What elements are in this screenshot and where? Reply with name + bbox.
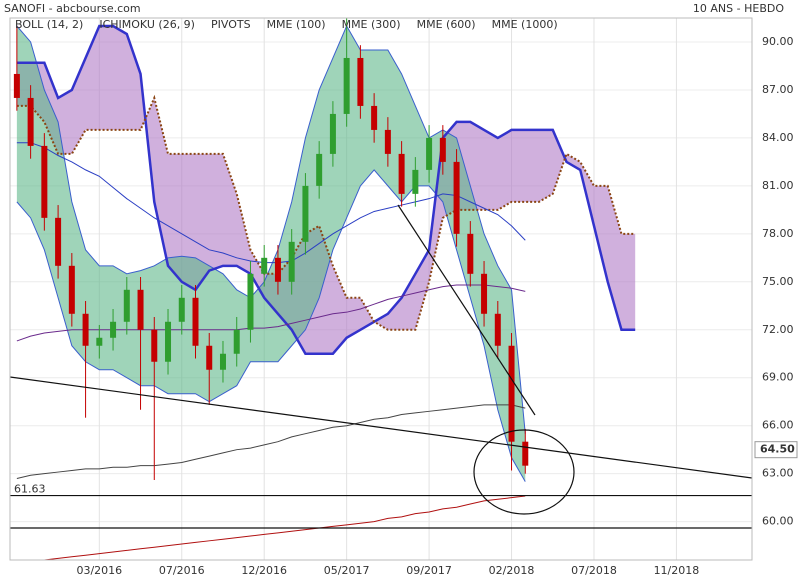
candle-body [96,337,103,346]
y-tick-label: 72.00 [762,323,794,336]
candle-body [412,169,419,194]
bollinger-upper [16,24,526,434]
candle-body [165,321,172,362]
candle-body [481,273,488,314]
ichimoku-span-a [16,24,636,356]
candle-body [137,289,144,330]
candle-body [55,217,62,266]
x-tick-label: 05/2017 [324,564,370,577]
plot-border [9,17,753,561]
x-tick-label: 09/2017 [406,564,452,577]
candle-body [343,57,350,114]
candle-body [192,297,199,346]
y-tick-label: 75.00 [762,275,794,288]
candle-body [329,113,336,154]
candle-body [288,241,295,282]
candle-body [522,441,529,466]
y-tick-label: 63.00 [762,467,794,480]
candle-body [494,313,501,346]
candle-body [178,297,185,322]
legend-entry: PIVOTS [211,18,251,31]
bollinger-band [16,25,526,482]
x-tick-label: 07/2018 [571,564,617,577]
chart-title: SANOFI - abcbourse.com [4,2,141,15]
y-tick-label: 90.00 [762,35,794,48]
last-price-tag [754,441,798,459]
legend-entry: ICHIMOKU (26, 9) [99,18,195,31]
candle-body [398,153,405,194]
y-tick-label: 69.00 [762,371,794,384]
highlight-circle [473,429,575,515]
x-tick-label: 07/2016 [159,564,205,577]
x-tick-label: 11/2018 [654,564,700,577]
candle-body [247,273,254,330]
annotations [10,204,752,515]
candle-body [453,161,460,234]
ichimoku-cloud [16,25,636,354]
candle-body [508,345,515,442]
support-trendline [10,376,752,479]
candle-body [302,185,309,242]
candle-body [110,321,117,338]
candle-body [439,137,446,162]
candle-body [13,73,20,98]
legend-entry: MME (600) [417,18,476,31]
candle-body [27,97,34,146]
bollinger-lower [16,169,526,482]
x-tick-label: 03/2016 [76,564,122,577]
legend-entry: BOLL (14, 2) [15,18,83,31]
pivot-label: 61.63 [14,483,46,496]
candle-body [384,129,391,154]
candle-body [426,137,433,170]
y-tick-label: 66.00 [762,419,794,432]
candle-body [219,353,226,370]
y-tick-label: 84.00 [762,131,794,144]
candle-body [467,233,474,274]
candle-body [371,105,378,130]
moving-average [16,284,526,342]
candle-body [206,345,213,370]
moving-average [16,142,526,264]
candle-body [68,265,75,314]
candle-body [357,57,364,106]
legend-entry: MME (100) [267,18,326,31]
moving-average [16,404,526,479]
legend-entry: MME (1000) [492,18,558,31]
candle-body [233,329,240,354]
candle-body [82,313,89,346]
candle-body [274,257,281,282]
chart-subtitle: 10 ANS - HEBDO [693,2,784,15]
legend-entry: MME (300) [342,18,401,31]
y-tick-label: 81.00 [762,179,794,192]
y-tick-label: 78.00 [762,227,794,240]
candle-body [316,153,323,186]
resistance-trendline [397,204,536,416]
x-tick-label: 02/2018 [489,564,535,577]
y-tick-label: 60.00 [762,515,794,528]
plot-area [10,18,752,560]
candle-body [261,257,268,274]
moving-average [44,495,526,560]
candle-body [151,329,158,362]
candle-body [123,289,130,322]
last-price-label: 64.50 [760,443,795,456]
ichimoku-span-b [16,94,636,331]
x-tick-label: 12/2016 [241,564,287,577]
candle-body [41,145,48,218]
y-tick-label: 87.00 [762,83,794,96]
